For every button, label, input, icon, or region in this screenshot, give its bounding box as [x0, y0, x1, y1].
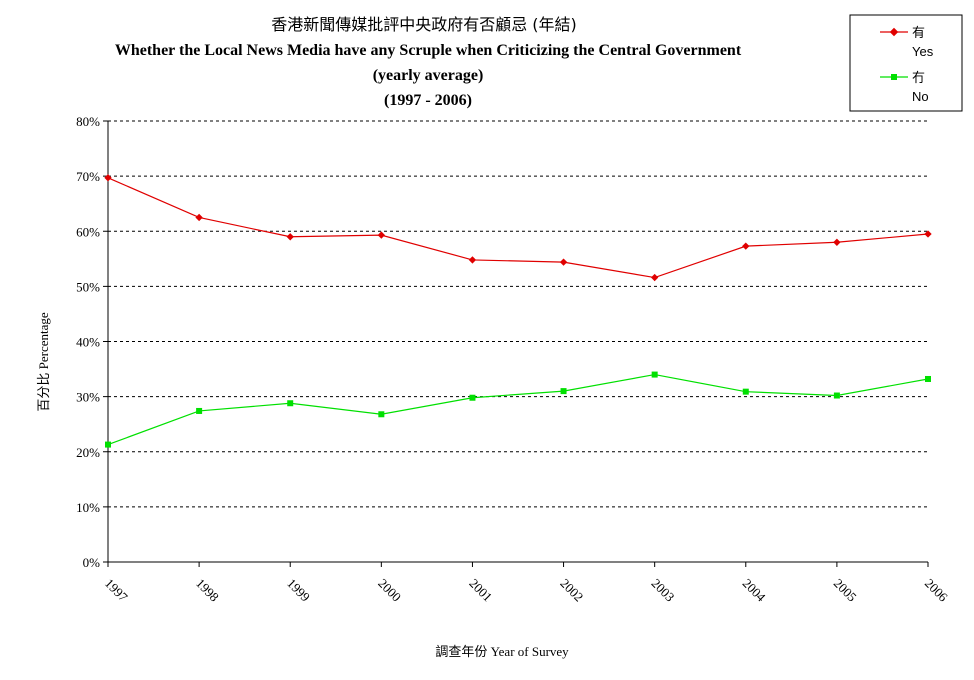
y-tick-label: 70% — [76, 169, 100, 184]
x-tick-label: 1998 — [193, 576, 222, 605]
data-point — [924, 230, 932, 238]
series — [104, 174, 932, 448]
series-line — [107, 177, 929, 279]
chart-title-line-4: (1997 - 2006) — [384, 92, 472, 109]
data-point — [651, 371, 658, 378]
x-axis-title: 調查年份 Year of Survey — [435, 644, 569, 659]
data-point — [559, 258, 568, 266]
legend-yes-label: 有 — [912, 25, 925, 40]
data-point — [104, 174, 112, 182]
legend-no-swatch-marker — [891, 74, 897, 80]
y-axis-ticks: 0% 10% 20% 30% 40% 50% 60% 70% 80% — [76, 114, 108, 570]
x-tick-label: 2004 — [740, 576, 769, 605]
x-tick-label: 2003 — [649, 576, 678, 605]
data-point — [742, 388, 749, 395]
x-tick-label: 2002 — [557, 576, 586, 605]
data-point — [105, 441, 111, 448]
x-tick-label: 2001 — [466, 576, 495, 605]
y-axis-title: 百分比 Percentage — [36, 312, 51, 412]
x-tick-label: 1997 — [102, 576, 131, 605]
y-tick-label: 30% — [76, 390, 100, 405]
y-tick-label: 40% — [76, 335, 100, 350]
legend-box — [849, 14, 963, 112]
x-tick-label: 1999 — [284, 576, 313, 605]
y-tick-label: 50% — [76, 279, 100, 294]
series-line — [107, 373, 929, 446]
data-point — [925, 375, 931, 382]
legend: 有 Yes 冇 No — [849, 14, 963, 112]
gridlines — [108, 120, 928, 508]
legend-no-label: 冇 — [912, 70, 925, 85]
data-point — [833, 238, 841, 246]
x-axis-ticks: 1997 1998 1999 2000 2001 2002 2003 2004 2005 2006 — [102, 562, 951, 605]
data-point — [378, 411, 385, 418]
data-point — [468, 256, 477, 264]
y-tick-label: 80% — [76, 114, 100, 129]
y-tick-label: 60% — [76, 224, 100, 239]
data-point — [286, 233, 294, 241]
data-point — [560, 388, 567, 395]
y-tick-label: 10% — [76, 500, 100, 515]
legend-yes-label-en: Yes — [912, 44, 934, 59]
data-point — [650, 273, 659, 282]
data-point — [833, 392, 840, 399]
x-tick-label: 2000 — [375, 576, 404, 605]
series-yes — [104, 174, 932, 282]
data-point — [287, 400, 294, 407]
x-tick-label: 2006 — [922, 576, 951, 605]
chart-title-line-2: Whether the Local News Media have any Sc… — [115, 42, 742, 59]
series-no — [105, 371, 931, 448]
data-point — [196, 407, 203, 414]
data-point — [742, 242, 750, 250]
chart-title: 香港新聞傳媒批評中央政府有否顧忌 (年結) Whether the Local … — [115, 15, 742, 109]
y-tick-label: 20% — [76, 445, 100, 460]
x-tick-label: 2005 — [831, 576, 860, 605]
chart-title-line-3: (yearly average) — [373, 67, 484, 84]
data-point — [377, 231, 386, 239]
legend-no-label-en: No — [912, 89, 929, 104]
y-tick-label: 0% — [83, 555, 101, 570]
chart-title-line-1: 香港新聞傳媒批評中央政府有否顧忌 (年結) — [271, 15, 577, 34]
data-point — [195, 213, 203, 222]
data-point — [469, 394, 476, 401]
